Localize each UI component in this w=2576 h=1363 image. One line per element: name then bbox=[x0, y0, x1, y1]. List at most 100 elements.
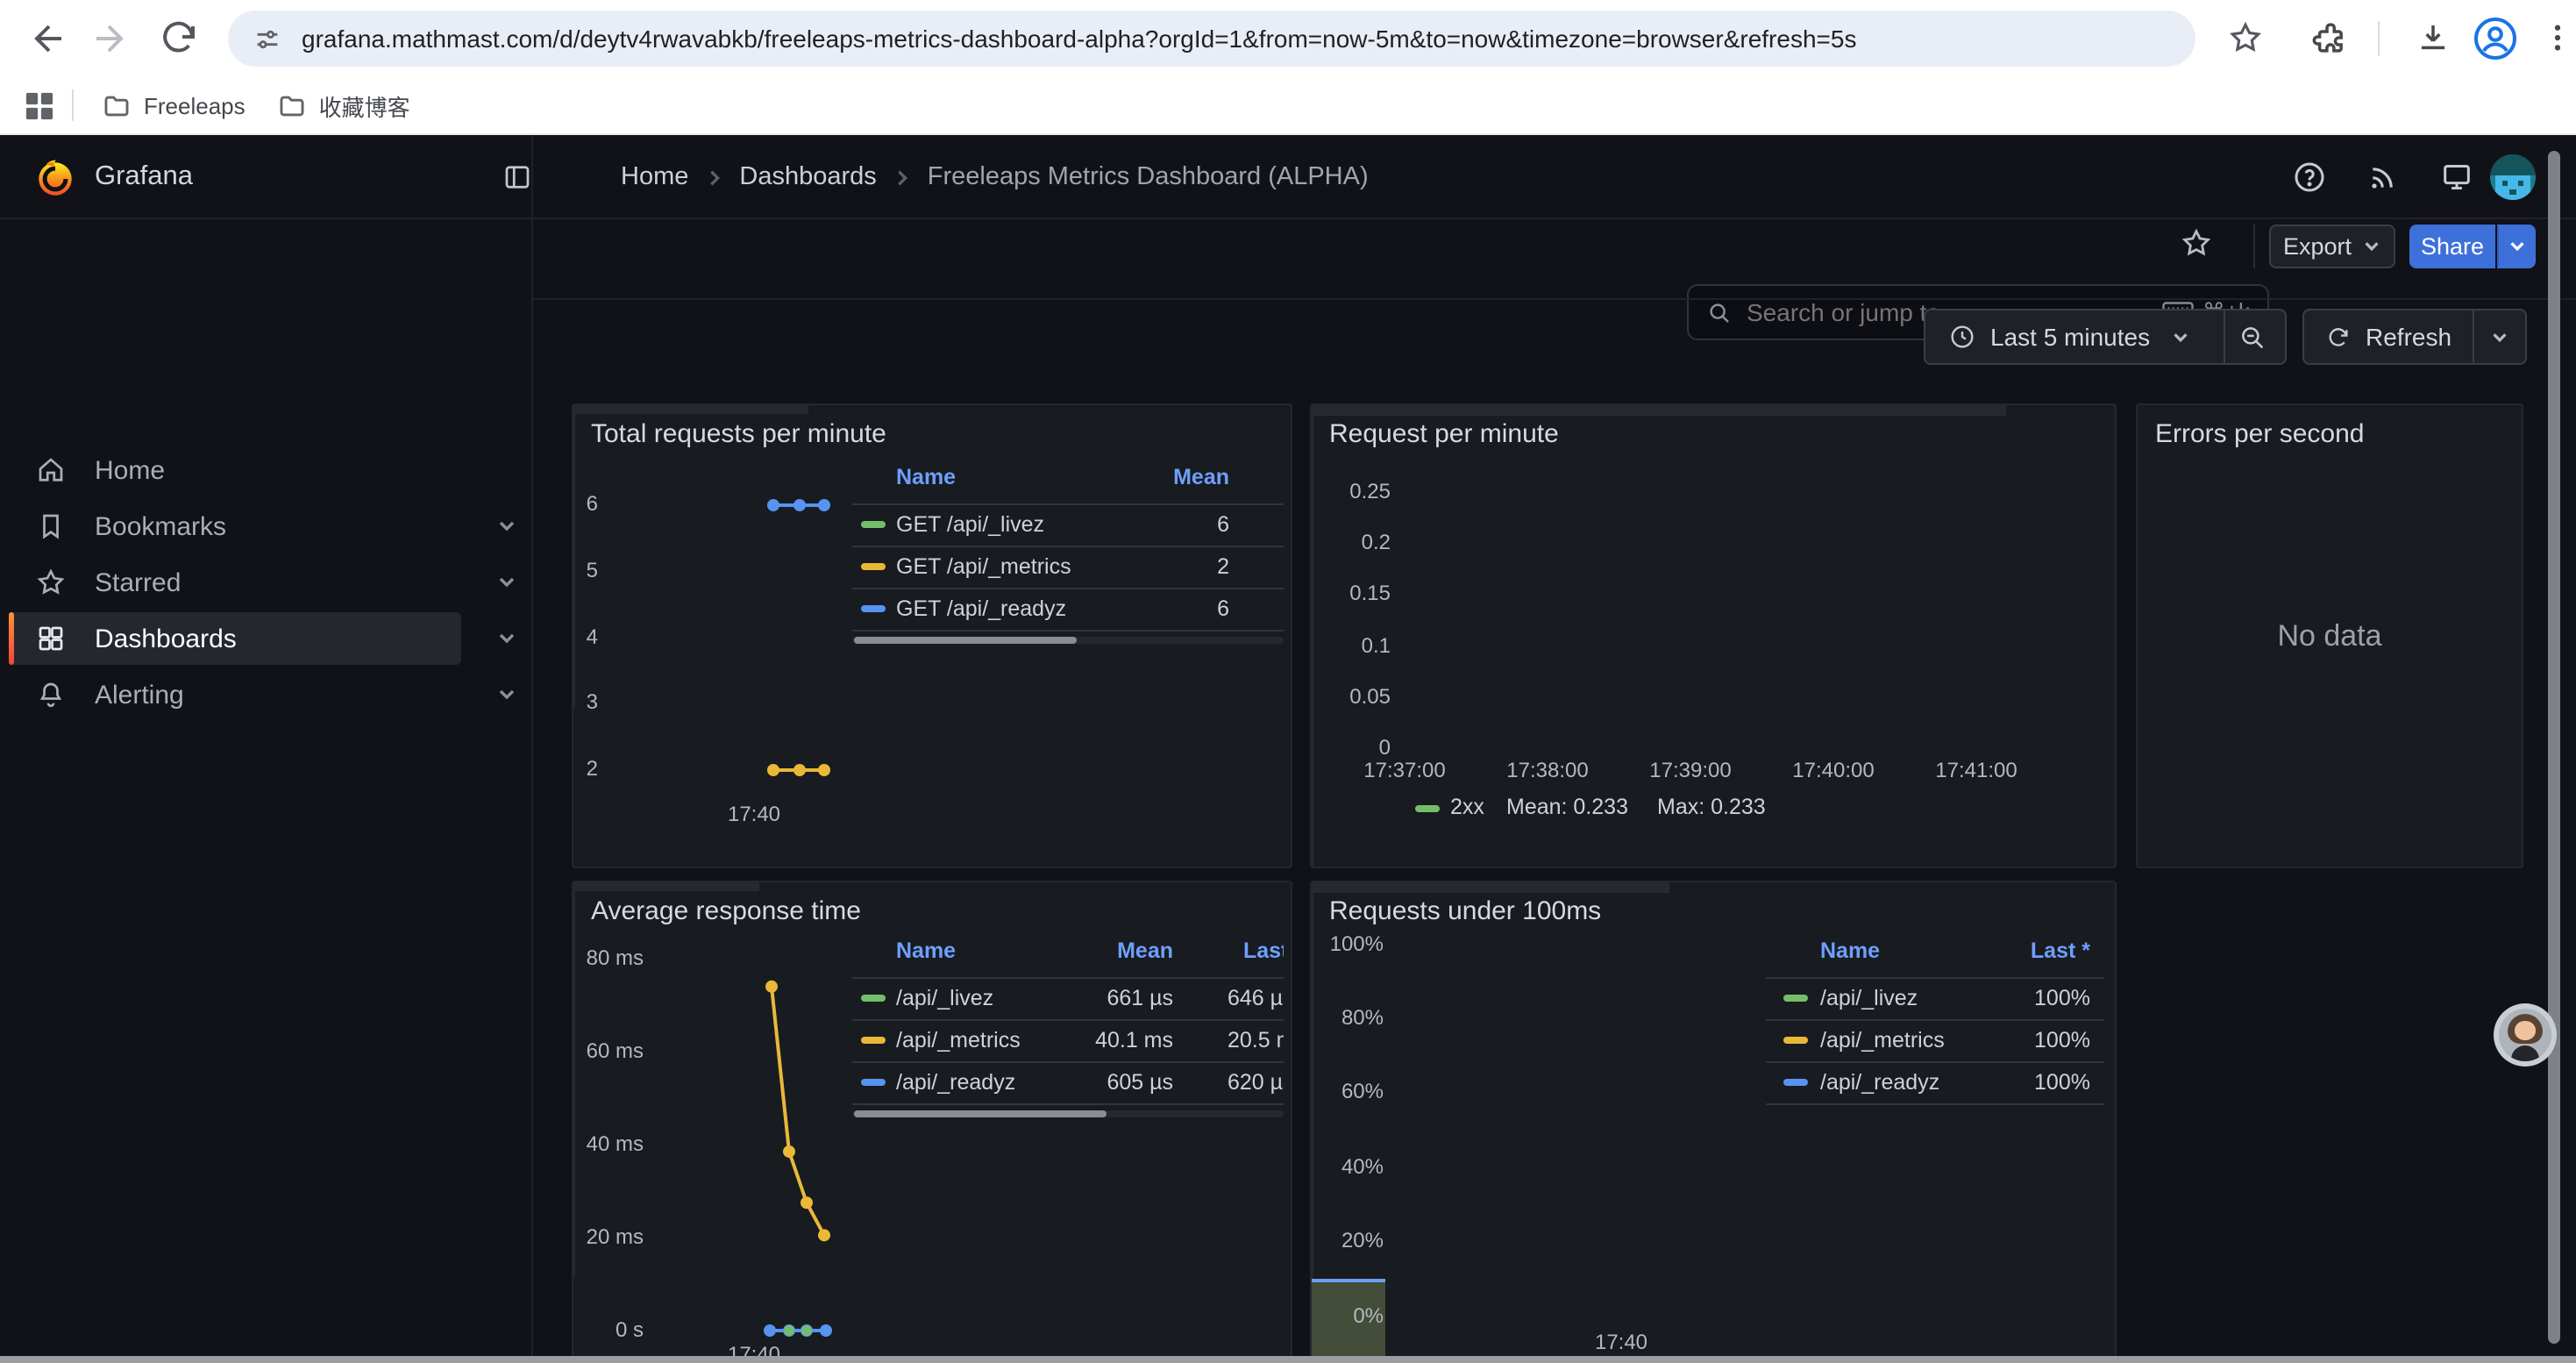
legend-value: 40.1 ms bbox=[1068, 1028, 1173, 1053]
y-axis-tick: 3 bbox=[573, 690, 598, 715]
legend-value: 6 bbox=[1124, 512, 1229, 537]
panel-title: Request per minute bbox=[1329, 419, 1559, 449]
y-axis-tick: 0.25 bbox=[1320, 479, 1391, 503]
share-button[interactable]: Share bbox=[2409, 225, 2495, 268]
legend-series-name[interactable]: 2xx bbox=[1450, 795, 1484, 819]
legend-row-separator bbox=[852, 503, 1284, 505]
panel-requests-under-100ms[interactable]: Requests under 100ms 100%80%60%40%20%0%1… bbox=[1310, 881, 2117, 1363]
bookmark-folder-freeleaps[interactable]: Freeleaps bbox=[102, 90, 246, 120]
bookmark-folder-label: Freeleaps bbox=[144, 92, 246, 118]
legend-swatch bbox=[861, 563, 886, 570]
chevron-down-icon bbox=[496, 572, 517, 593]
bookmark-star-icon[interactable] bbox=[2227, 19, 2264, 56]
timeseries-plot bbox=[654, 946, 840, 1342]
refresh-label[interactable]: Refresh bbox=[2366, 323, 2451, 351]
legend-header: Mean bbox=[1124, 465, 1229, 489]
legend-scrollbar-thumb[interactable] bbox=[854, 637, 1077, 644]
x-axis-tick: 17:39:00 bbox=[1634, 758, 1747, 782]
legend-series-name[interactable]: /api/_livez bbox=[896, 986, 993, 1010]
timeseries-plot bbox=[605, 491, 840, 786]
legend-value: 2 bbox=[1124, 554, 1229, 579]
panel-avg-response-time[interactable]: Average response time 80 ms60 ms40 ms20 … bbox=[572, 881, 1292, 1363]
sidebar-item-dashboards[interactable]: Dashboards bbox=[9, 612, 461, 665]
site-info-icon[interactable] bbox=[253, 24, 282, 54]
bookmark-folder-blogs[interactable]: 收藏博客 bbox=[277, 89, 410, 122]
breadcrumb-home[interactable]: Home bbox=[621, 163, 688, 191]
x-axis-tick: 17:40:00 bbox=[1777, 758, 1889, 782]
legend-row-separator bbox=[1766, 977, 2104, 979]
user-avatar[interactable] bbox=[2490, 154, 2536, 200]
legend-value: 100% bbox=[1985, 986, 2090, 1010]
legend-series-name[interactable]: GET /api/_readyz bbox=[896, 596, 1066, 621]
apps-grid-icon[interactable] bbox=[25, 90, 54, 120]
x-axis-tick: 17:40 bbox=[1565, 1330, 1677, 1354]
refresh-interval-button[interactable] bbox=[2490, 328, 2509, 347]
sidebar-item-label: Starred bbox=[95, 567, 181, 597]
window-scrollbar[interactable] bbox=[2548, 151, 2560, 1344]
browser-profile-icon[interactable] bbox=[2473, 16, 2518, 61]
legend-table: NameMeanLast */api/_livez661 µs646 µs/ap… bbox=[852, 935, 1284, 1107]
breadcrumb: Home Dashboards Freeleaps Metrics Dashbo… bbox=[621, 135, 1369, 219]
assistant-avatar[interactable] bbox=[2494, 1003, 2557, 1067]
panel-total-requests[interactable]: Total requests per minute 6543217:40Name… bbox=[572, 403, 1292, 868]
share-menu-button[interactable] bbox=[2497, 225, 2536, 268]
sidebar-item-label: Home bbox=[95, 455, 165, 485]
y-axis-tick: 0.2 bbox=[1320, 530, 1391, 554]
panel-errors-per-second[interactable]: Errors per second No data bbox=[2136, 403, 2523, 868]
dock-sidebar-icon[interactable] bbox=[502, 161, 533, 193]
legend-header: Last * bbox=[1243, 938, 1284, 963]
gridline bbox=[1312, 414, 2006, 416]
y-axis-tick: 60 ms bbox=[573, 1038, 644, 1062]
reload-icon[interactable] bbox=[158, 18, 200, 60]
panel-request-per-minute[interactable]: Request per minute 0.250.20.150.10.05017… bbox=[1310, 403, 2117, 868]
url-bar[interactable]: grafana.mathmast.com/d/deytv4rwavabkb/fr… bbox=[228, 11, 2195, 67]
sidebar-item-bookmarks[interactable]: Bookmarks bbox=[9, 500, 461, 553]
no-data-message: No data bbox=[2138, 405, 2522, 867]
chevron-down-icon bbox=[496, 684, 517, 705]
legend-swatch bbox=[861, 1037, 886, 1044]
browser-menu-icon[interactable] bbox=[2539, 19, 2576, 56]
breadcrumb-dashboards[interactable]: Dashboards bbox=[739, 163, 876, 191]
legend-series-name[interactable]: GET /api/_metrics bbox=[896, 554, 1071, 579]
y-axis-tick: 0.15 bbox=[1320, 582, 1391, 606]
extensions-icon[interactable] bbox=[2311, 19, 2348, 56]
grafana-logo-icon[interactable] bbox=[33, 156, 77, 200]
bookmarks-divider bbox=[72, 89, 74, 121]
legend-swatch bbox=[1783, 1037, 1808, 1044]
download-icon[interactable] bbox=[2415, 19, 2451, 56]
favorite-star-icon[interactable] bbox=[2180, 226, 2213, 260]
help-icon[interactable] bbox=[2292, 160, 2327, 195]
back-icon[interactable] bbox=[25, 18, 67, 60]
legend-header: Mean bbox=[1068, 938, 1173, 963]
legend-scrollbar-thumb[interactable] bbox=[854, 1110, 1107, 1117]
bookmarks-bar: Freeleaps 收藏博客 bbox=[0, 77, 2576, 135]
sidebar-item-label: Bookmarks bbox=[95, 511, 226, 541]
kiosk-monitor-icon[interactable] bbox=[2439, 160, 2474, 195]
legend-series-name[interactable]: GET /api/_livez bbox=[896, 512, 1044, 537]
url-text: grafana.mathmast.com/d/deytv4rwavabkb/fr… bbox=[302, 25, 1856, 53]
news-rss-icon[interactable] bbox=[2366, 160, 2401, 195]
sidebar-item-label: Dashboards bbox=[95, 624, 237, 653]
legend-series-name[interactable]: /api/_readyz bbox=[1820, 1070, 1939, 1095]
legend-series-name[interactable]: /api/_livez bbox=[1820, 986, 1918, 1010]
y-axis-tick: 40% bbox=[1313, 1154, 1384, 1179]
bookmark-folder-label: 收藏博客 bbox=[319, 89, 410, 122]
legend-row-separator bbox=[852, 1061, 1284, 1063]
legend-series-name[interactable]: /api/_readyz bbox=[896, 1070, 1015, 1095]
legend-series-name[interactable]: /api/_metrics bbox=[896, 1028, 1021, 1053]
chevron-down-icon bbox=[2171, 327, 2190, 346]
sidebar-item-alerting[interactable]: Alerting bbox=[9, 668, 461, 721]
y-axis-tick: 4 bbox=[573, 624, 598, 648]
breadcrumb-current: Freeleaps Metrics Dashboard (ALPHA) bbox=[928, 163, 1369, 191]
zoom-out-icon[interactable] bbox=[2238, 323, 2267, 353]
legend-row-separator bbox=[1766, 1019, 2104, 1021]
legend-series-name[interactable]: /api/_metrics bbox=[1820, 1028, 1945, 1053]
forward-icon[interactable] bbox=[91, 18, 133, 60]
legend-header: Name bbox=[1820, 938, 1880, 963]
export-button[interactable]: Export bbox=[2269, 225, 2395, 268]
time-range-label[interactable]: Last 5 minutes bbox=[1990, 323, 2150, 351]
sidebar-item-starred[interactable]: Starred bbox=[9, 556, 461, 609]
legend-mean: Mean: 0.233 bbox=[1506, 795, 1628, 819]
legend-header: Name bbox=[896, 938, 956, 963]
sidebar-item-home[interactable]: Home bbox=[9, 444, 461, 496]
